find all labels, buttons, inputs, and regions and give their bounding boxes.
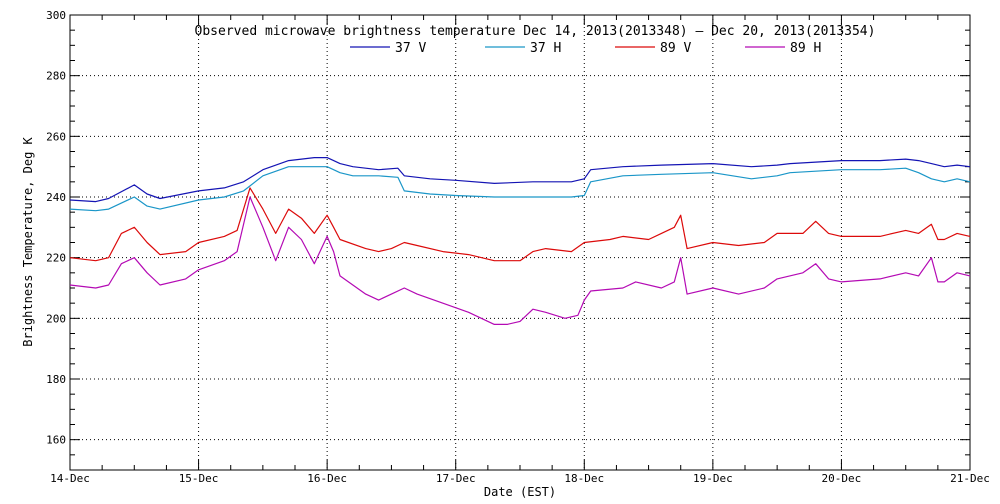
y-axis: 160 180 200 220 240 260 280 300 xyxy=(46,9,970,471)
y-tick-label: 280 xyxy=(46,70,66,83)
y-tick-label: 160 xyxy=(46,434,66,447)
x-tick-label: 14-Dec xyxy=(50,472,90,485)
y-tick-label: 220 xyxy=(46,252,66,265)
y-tick-label: 240 xyxy=(46,191,66,204)
legend-label: 37 H xyxy=(530,41,561,56)
y-tick-label: 180 xyxy=(46,373,66,386)
x-tick-label: 20-Dec xyxy=(822,472,862,485)
series-lines xyxy=(69,157,971,325)
legend: 37 V 37 H 89 V 89 H xyxy=(350,41,821,56)
series-line-37-h xyxy=(69,166,971,212)
y-tick-label: 260 xyxy=(46,130,66,143)
x-axis-label: Date (EST) xyxy=(484,485,556,499)
x-tick-label: 16-Dec xyxy=(307,472,347,485)
x-tick-label: 17-Dec xyxy=(436,472,476,485)
x-tick-label: 15-Dec xyxy=(179,472,219,485)
legend-label: 37 V xyxy=(395,41,426,56)
chart-title: Observed microwave brightness temperatur… xyxy=(195,24,876,39)
series-line-89-h xyxy=(69,196,971,325)
series-line-89-v xyxy=(69,187,971,262)
y-axis-label: Brightness Temperature, Deg K xyxy=(21,136,35,346)
legend-label: 89 V xyxy=(660,41,691,56)
y-tick-label: 300 xyxy=(46,9,66,22)
x-tick-label: 21-Dec xyxy=(950,472,990,485)
x-axis: 14-Dec 15-Dec 16-Dec 17-Dec 18-Dec 19-Dec 20-D… xyxy=(50,15,990,485)
grid xyxy=(70,15,970,470)
legend-label: 89 H xyxy=(790,41,821,56)
plot-frame xyxy=(69,14,971,471)
x-tick-label: 19-Dec xyxy=(693,472,733,485)
y-tick-label: 200 xyxy=(46,312,66,325)
x-tick-label: 18-Dec xyxy=(564,472,604,485)
series-line-37-v xyxy=(69,157,971,203)
